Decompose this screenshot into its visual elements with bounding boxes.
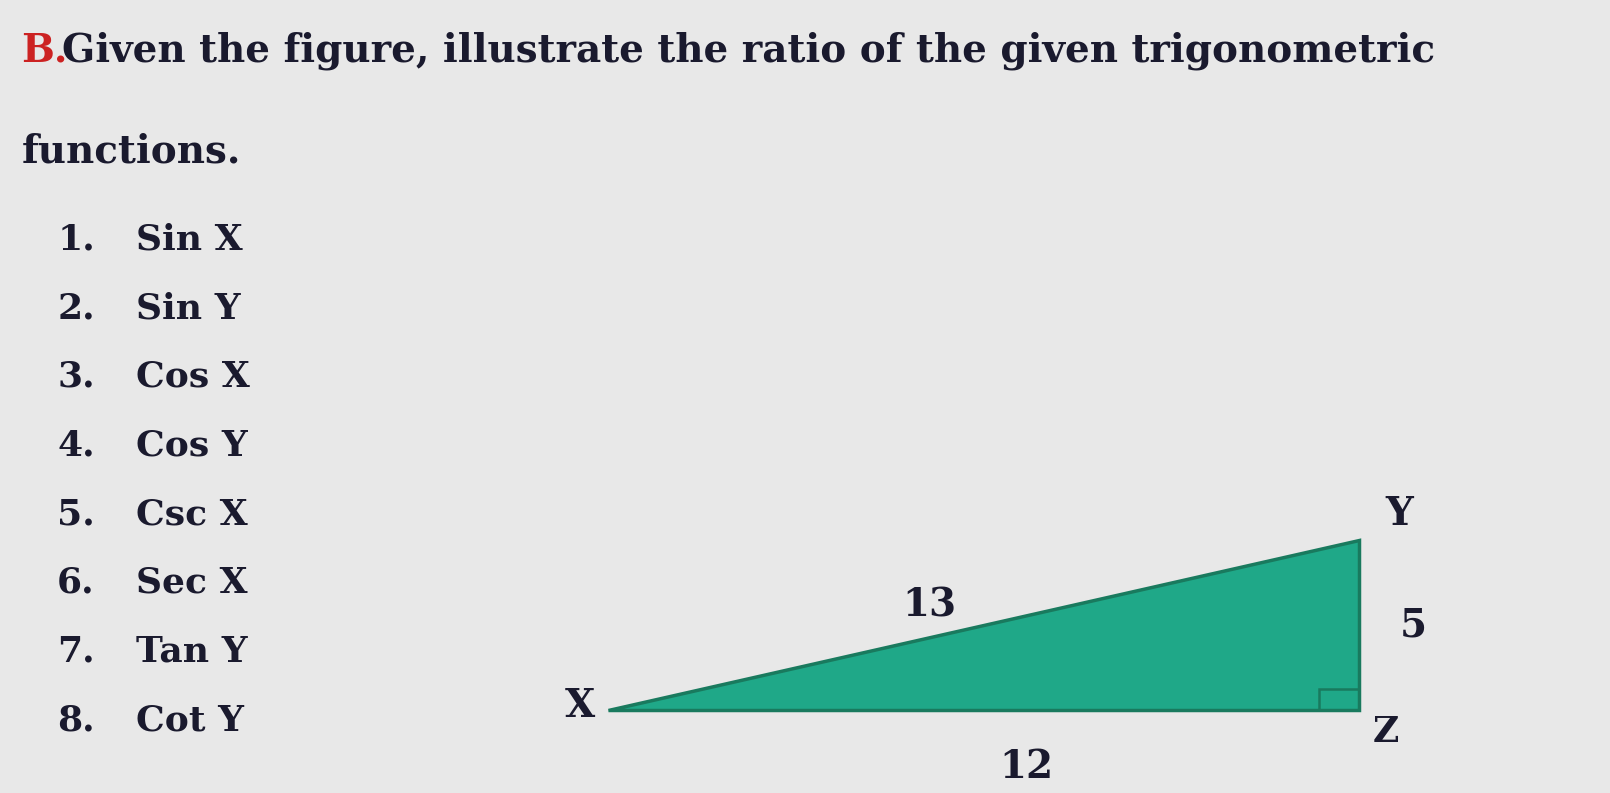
Text: Sin X: Sin X — [135, 223, 243, 256]
Polygon shape — [609, 539, 1359, 711]
Text: Z: Z — [1372, 714, 1399, 749]
Text: 3.: 3. — [58, 360, 95, 394]
Text: B.: B. — [21, 31, 68, 69]
Text: Tan Y: Tan Y — [135, 634, 248, 668]
Text: 13: 13 — [902, 587, 956, 625]
Text: 5: 5 — [1399, 606, 1426, 644]
Text: Cos X: Cos X — [135, 360, 250, 394]
Text: Cos Y: Cos Y — [135, 428, 248, 462]
Text: Sin Y: Sin Y — [135, 291, 240, 325]
Text: 2.: 2. — [58, 291, 95, 325]
Text: X: X — [565, 688, 596, 725]
Text: 12: 12 — [1000, 748, 1055, 786]
Text: 6.: 6. — [58, 566, 95, 600]
Text: Sec X: Sec X — [135, 566, 248, 600]
Text: 4.: 4. — [58, 428, 95, 462]
Text: 1.: 1. — [58, 223, 95, 256]
Text: Cot Y: Cot Y — [135, 703, 243, 737]
Text: 7.: 7. — [58, 634, 95, 668]
Text: functions.: functions. — [21, 132, 241, 170]
Text: 5.: 5. — [58, 497, 95, 531]
Text: Given the figure, illustrate the ratio of the given trigonometric: Given the figure, illustrate the ratio o… — [61, 31, 1435, 70]
Text: Y: Y — [1385, 495, 1414, 533]
Text: Csc X: Csc X — [135, 497, 248, 531]
Text: 8.: 8. — [58, 703, 95, 737]
